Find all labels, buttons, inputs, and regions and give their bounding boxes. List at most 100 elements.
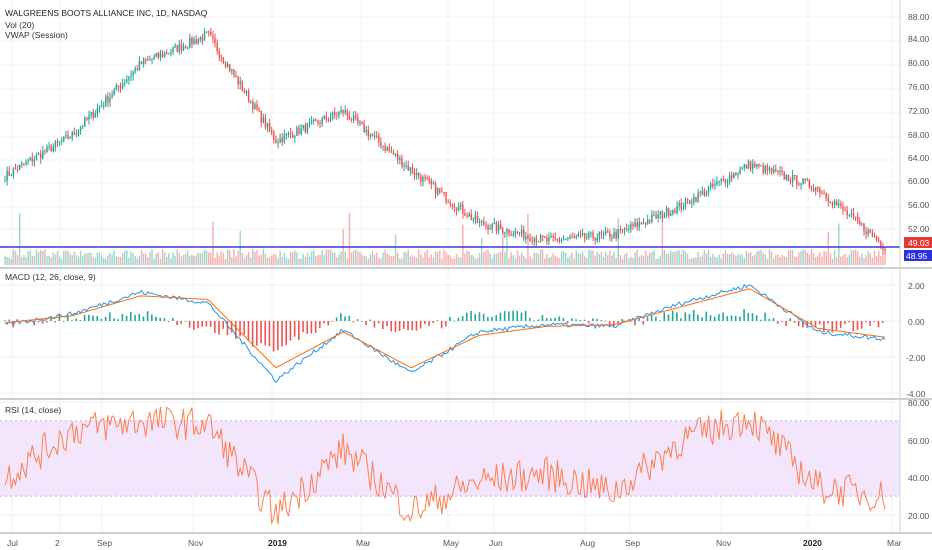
volume-bar <box>132 253 134 265</box>
candle-body <box>462 204 464 214</box>
volume-bar <box>613 251 615 265</box>
candle-body <box>741 167 743 169</box>
macd-histogram-bar <box>83 314 86 321</box>
candle-body <box>844 210 846 212</box>
candle-body <box>39 153 42 159</box>
volume-bar <box>384 249 386 265</box>
volume-bar <box>84 253 86 265</box>
candle-body <box>327 119 330 121</box>
rsi-tick: 40.00 <box>908 473 930 483</box>
macd-histogram-bar <box>432 321 435 323</box>
candle-body <box>829 201 832 204</box>
volume-bar <box>60 258 63 265</box>
volume-bar <box>825 252 827 265</box>
candle-body <box>380 142 382 147</box>
volume-bar <box>789 249 792 265</box>
macd-axis[interactable]: 2.00 0.00 -2.00 -4.00 <box>906 281 926 399</box>
macd-histogram-bar <box>155 316 157 321</box>
volume-bar <box>783 256 785 265</box>
volume-bar <box>495 253 498 265</box>
candle-body <box>756 164 758 167</box>
volume-bar <box>35 250 38 265</box>
candle-body <box>592 232 594 239</box>
volume-bar <box>199 253 202 265</box>
volume-bar <box>880 256 882 265</box>
candle-body <box>882 246 884 249</box>
volume-bar <box>422 257 424 265</box>
volume-bar <box>247 252 250 265</box>
candle-body <box>649 219 651 222</box>
volume-bar <box>672 252 674 265</box>
candle-body <box>266 123 269 128</box>
candle-body <box>594 238 596 241</box>
candle-body <box>619 229 622 231</box>
volume-bar <box>241 252 244 265</box>
volume-bar <box>739 255 741 265</box>
price-tick: 68.00 <box>908 130 930 140</box>
candle-body <box>411 167 414 174</box>
macd-histogram-bar <box>596 318 598 321</box>
macd-histogram-bar <box>403 321 405 329</box>
candle-body <box>745 164 748 169</box>
rsi-plot[interactable] <box>0 406 900 525</box>
volume-bar <box>644 250 647 265</box>
candle-body <box>48 146 50 148</box>
volume-bar <box>331 251 334 265</box>
last-price-value: 49.03 <box>908 238 930 248</box>
time-axis[interactable]: Jul 2 Sep Nov 2019 Mar May Jun Aug Sep N… <box>7 538 902 548</box>
volume-bar <box>88 252 90 265</box>
candle-body <box>775 169 777 171</box>
candle-body <box>581 233 584 235</box>
price-candles[interactable] <box>4 28 886 256</box>
macd-histogram-bar <box>827 321 829 324</box>
volume-bar <box>468 251 470 265</box>
candle-body <box>825 193 827 199</box>
candle-body <box>840 203 842 207</box>
candle-body <box>865 231 867 235</box>
candle-body <box>176 45 178 52</box>
rsi-band <box>0 420 900 497</box>
volume-bar <box>579 253 582 265</box>
macd-histogram-bar <box>272 321 275 352</box>
macd-histogram-bar <box>356 319 359 321</box>
macd-histogram-bar <box>205 321 208 327</box>
candle-body <box>214 38 216 44</box>
volume-bar <box>270 255 273 265</box>
volume-bar <box>357 251 359 265</box>
macd-histogram-bar <box>646 316 649 321</box>
volume-bar <box>306 252 309 265</box>
rsi-axis[interactable]: 80.00 60.00 40.00 20.00 <box>908 398 930 521</box>
volume-bar <box>144 253 147 265</box>
candle-body <box>634 222 636 227</box>
candle-body <box>8 170 10 176</box>
macd-plot[interactable] <box>4 283 886 384</box>
candle-body <box>321 118 323 124</box>
candle-body <box>69 137 71 139</box>
volume-bar <box>684 251 687 265</box>
volume-bar <box>373 254 376 265</box>
candle-body <box>315 119 317 121</box>
candle-body <box>653 214 655 216</box>
macd-histogram-bar <box>201 321 204 327</box>
macd-histogram-bar <box>411 321 414 331</box>
macd-histogram-bar <box>239 321 241 337</box>
volume-bar <box>249 257 252 265</box>
volume-bar <box>804 250 806 265</box>
candle-body <box>529 237 531 242</box>
volume-bar <box>178 252 181 265</box>
volume-bar <box>663 249 666 265</box>
volume-bar <box>315 256 317 265</box>
volume-bar <box>800 251 802 265</box>
candle-body <box>231 69 233 72</box>
volume-bar <box>749 252 752 265</box>
volume-bar <box>415 257 418 265</box>
pane-separators[interactable] <box>0 0 932 534</box>
macd-histogram-bar <box>159 317 162 321</box>
price-axis[interactable]: 88.00 84.00 80.00 76.00 72.00 68.00 64.0… <box>908 12 930 234</box>
volume-bar <box>243 258 246 265</box>
volume-bar <box>279 250 281 265</box>
macd-histogram-bar <box>398 321 401 332</box>
macd-histogram-bar <box>587 321 590 324</box>
volume-bar <box>92 257 94 265</box>
